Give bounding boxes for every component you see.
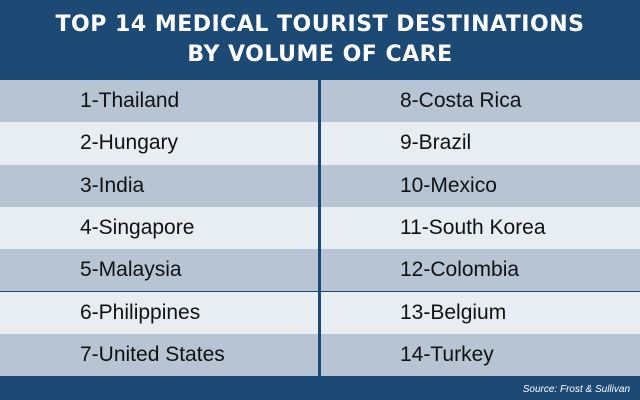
destination-cell: 2-Hungary	[80, 131, 179, 155]
destination-cell: 4-Singapore	[80, 216, 195, 240]
title-banner: TOP 14 MEDICAL TOURIST DESTINATIONS BY V…	[0, 0, 640, 80]
destination-cell: 5-Malaysia	[80, 258, 182, 282]
destination-cell: 3-India	[80, 173, 145, 197]
destination-cell: 1-Thailand	[80, 89, 180, 113]
destination-cell: 9-Brazil	[400, 131, 472, 155]
destination-cell: 12-Colombia	[400, 258, 520, 282]
destination-cell: 10-Mexico	[400, 173, 497, 197]
source-credit: Source: Frost & Sullivan	[522, 384, 630, 395]
destination-cell: 14-Turkey	[400, 342, 494, 366]
destination-cell: 6-Philippines	[80, 300, 201, 324]
destination-cell: 13-Belgium	[400, 300, 507, 324]
destination-cell: 8-Costa Rica	[400, 89, 522, 113]
destination-cell: 11-South Korea	[400, 216, 546, 240]
column-divider	[318, 80, 321, 376]
title-line-2: BY VOLUME OF CARE	[187, 42, 453, 67]
destination-cell: 7-United States	[80, 342, 225, 366]
title-line-1: TOP 14 MEDICAL TOURIST DESTINATIONS	[55, 12, 585, 37]
